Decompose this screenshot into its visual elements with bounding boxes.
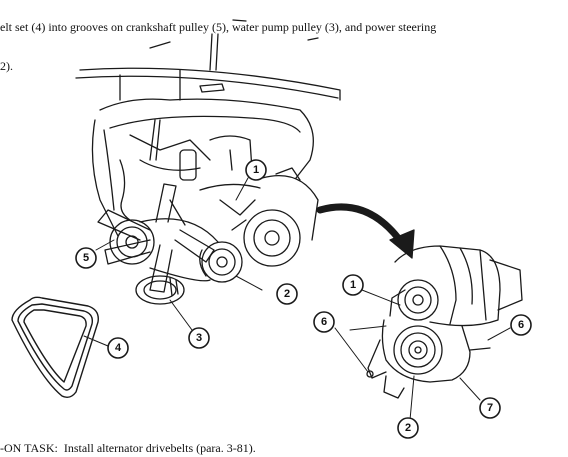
callout-2-detail — [397, 417, 419, 439]
instruction-line-1: elt set (4) into grooves on crankshaft p… — [0, 20, 437, 34]
callout-label: 2 — [284, 288, 290, 300]
vehicle-frame-lines — [75, 19, 341, 101]
callout-5 — [75, 247, 97, 269]
callout-1-engine — [245, 159, 267, 181]
alternator-detail — [366, 245, 523, 399]
water-pump-pulley — [135, 275, 185, 305]
callout-6-left — [313, 311, 335, 333]
callout-label: 6 — [518, 319, 524, 331]
belt-set — [11, 296, 99, 399]
callout-label: 3 — [196, 332, 202, 344]
engine-block — [91, 98, 314, 237]
callout-label: 5 — [83, 252, 89, 264]
crankshaft-pulley — [109, 219, 155, 265]
callout-4 — [107, 337, 129, 359]
callout-1-detail — [342, 274, 364, 296]
callout-2-engine — [276, 283, 298, 305]
callout-label: 4 — [115, 342, 122, 354]
callout-label: 7 — [487, 402, 493, 414]
callout-7 — [479, 397, 501, 419]
instruction-line-2: 2). — [0, 59, 13, 73]
callout-group — [75, 159, 532, 439]
callout-label: 6 — [321, 316, 327, 328]
callout-label: 1 — [253, 164, 259, 176]
follow-on-task: -ON TASK: Install alternator drivebelts … — [0, 441, 256, 455]
callout-3 — [188, 327, 210, 349]
alternator-engine — [231, 167, 319, 267]
callout-6-right — [510, 314, 532, 336]
belt-path — [139, 218, 219, 243]
callout-label: 1 — [350, 279, 356, 291]
power-steering-pulley — [199, 241, 243, 283]
direction-arrow — [389, 229, 415, 259]
instruction-text: elt set (4) into grooves on crankshaft p… — [0, 0, 568, 86]
callout-label: 2 — [405, 422, 411, 434]
leader-lines — [83, 177, 511, 421]
